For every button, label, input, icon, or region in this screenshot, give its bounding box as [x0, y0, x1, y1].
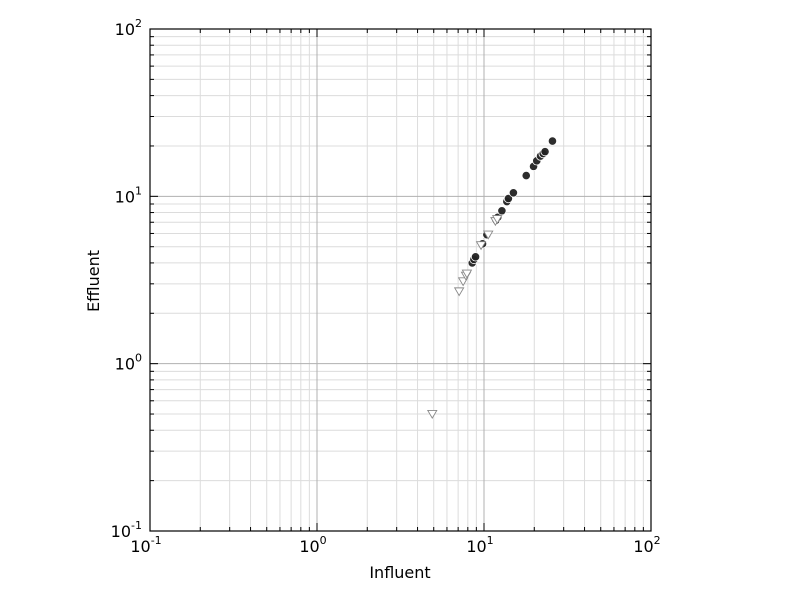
data-point-detected: [503, 193, 514, 204]
data-point-non-detect: [457, 277, 469, 287]
data-points: [426, 136, 558, 419]
data-point-detected: [508, 188, 519, 198]
data-point-non-detect: [491, 215, 503, 225]
major-gridlines: [150, 29, 651, 531]
data-point-detected: [521, 171, 531, 181]
x-tick-label: 10-1: [130, 534, 161, 556]
minor-gridlines: [150, 29, 651, 531]
x-tick-labels: 10-1 100 101 102: [130, 534, 660, 556]
axis-ticks: [149, 28, 652, 532]
plot-frame: [149, 28, 652, 532]
data-point-detected: [540, 147, 550, 157]
data-point-non-detect: [482, 230, 494, 240]
x-tick-label: 102: [633, 534, 660, 556]
y-tick-label: 10-1: [111, 519, 142, 541]
data-point-non-detect: [453, 287, 465, 297]
x-tick-label: 100: [299, 534, 326, 556]
data-point-non-detect: [461, 269, 473, 279]
x-axis-label: Influent: [369, 563, 430, 582]
data-point-non-detect: [426, 409, 438, 419]
y-tick-label: 101: [115, 184, 142, 206]
data-point-detected: [470, 252, 481, 262]
y-axis-label: Effluent: [84, 250, 103, 312]
data-point-detected: [547, 136, 558, 146]
y-tick-labels: 10-1 100 101 102: [111, 17, 142, 541]
y-tick-label: 102: [115, 17, 142, 39]
data-point-non-detect: [475, 241, 487, 251]
x-tick-label: 101: [466, 534, 493, 556]
data-point-detected: [497, 206, 507, 216]
y-tick-label: 100: [115, 352, 142, 374]
